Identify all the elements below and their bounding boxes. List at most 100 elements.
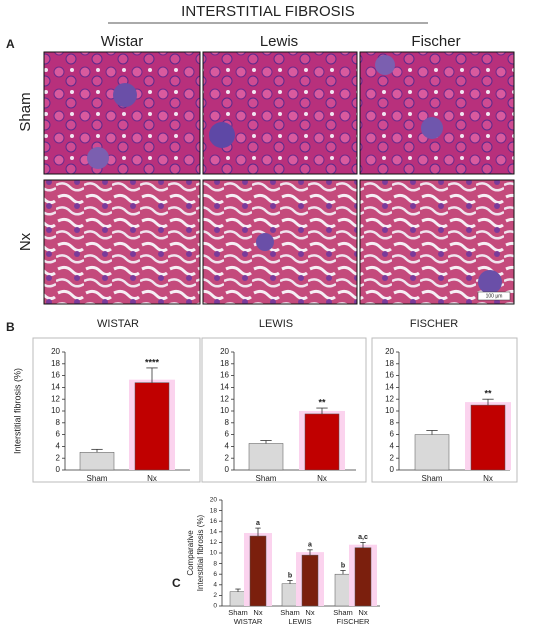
x-tick-label: Nx: [147, 474, 157, 483]
y-tick-label: 10: [220, 406, 229, 415]
glomerulus: [375, 55, 395, 75]
panel-label: A: [6, 37, 15, 51]
chart-title: WISTAR: [97, 318, 139, 330]
series-label: Sham: [280, 608, 300, 617]
x-tick-label: Sham: [256, 474, 277, 483]
chart-title: LEWIS: [259, 318, 293, 330]
micrographs: [43, 51, 515, 305]
bar: [281, 583, 299, 607]
y-tick-label: 16: [51, 371, 60, 380]
glomerulus: [209, 122, 235, 148]
y-tick-label: 8: [390, 418, 395, 427]
y-tick-label: 0: [56, 465, 61, 474]
y-tick-label: 4: [390, 442, 395, 451]
y-tick-label: 16: [210, 518, 218, 525]
glomerulus: [87, 147, 109, 169]
glomerulus: [421, 117, 443, 139]
y-tick-label: 6: [225, 430, 230, 439]
y-tick-label: 12: [220, 394, 229, 403]
x-tick-label: FISCHER: [337, 617, 371, 626]
glomerulus: [256, 233, 274, 251]
y-tick-label: 8: [225, 418, 230, 427]
y-tick-label: 20: [210, 497, 218, 504]
column-label: Lewis: [260, 33, 298, 50]
y-tick-label: 10: [385, 406, 394, 415]
y-tick-label: 10: [210, 550, 218, 557]
annotation: a: [256, 520, 260, 527]
y-tick-label: 8: [56, 418, 61, 427]
bar: [414, 434, 450, 471]
scale-bar-label: 100 µm: [486, 293, 503, 299]
series-label: Nx: [253, 608, 262, 617]
y-tick-label: 0: [213, 603, 217, 610]
annotation: a: [308, 542, 312, 549]
annotation: ****: [145, 357, 160, 367]
bar: [354, 547, 372, 607]
micrograph: [43, 51, 201, 175]
y-tick-label: 12: [210, 539, 218, 546]
glomerulus: [478, 270, 502, 294]
y-tick-label: 8: [213, 560, 217, 567]
y-tick-label: 4: [56, 442, 61, 451]
y-tick-label: 20: [220, 347, 229, 356]
y-tick-label: 10: [51, 406, 60, 415]
y-tick-label: 12: [51, 394, 60, 403]
row-label: Sham: [17, 92, 34, 131]
y-tick-label: 4: [213, 582, 217, 589]
x-tick-label: WISTAR: [234, 617, 263, 626]
chart-frame: [201, 337, 367, 483]
bar: [301, 554, 319, 607]
y-tick-label: 20: [385, 347, 394, 356]
annotation: b: [288, 572, 292, 579]
chart-title: FISCHER: [410, 318, 458, 330]
y-tick-label: 14: [210, 529, 218, 536]
y-tick-label: 6: [390, 430, 395, 439]
y-axis-label: Comparative: [186, 530, 195, 576]
micrograph: [43, 179, 201, 305]
panel-label: B: [6, 320, 15, 334]
x-tick-label: Sham: [87, 474, 108, 483]
y-tick-label: 18: [220, 359, 229, 368]
y-tick-label: 16: [385, 371, 394, 380]
panel-label: C: [172, 576, 181, 590]
annotation: b: [341, 562, 345, 569]
annotation: a,c: [358, 534, 368, 541]
y-tick-label: 2: [390, 453, 395, 462]
x-tick-label: Nx: [317, 474, 327, 483]
series-label: Nx: [358, 608, 367, 617]
y-axis-label: Interstitial fibrosis (%): [12, 368, 22, 454]
y-tick-label: 14: [385, 383, 394, 392]
bar: [470, 404, 506, 471]
series-label: Sham: [228, 608, 248, 617]
y-tick-label: 6: [56, 430, 61, 439]
y-tick-label: 18: [51, 359, 60, 368]
y-tick-label: 18: [385, 359, 394, 368]
bar: [248, 443, 284, 471]
chart-frames: [32, 337, 518, 483]
bar: [249, 535, 267, 607]
x-tick-label: Nx: [483, 474, 493, 483]
y-tick-label: 4: [225, 442, 230, 451]
column-label: Fischer: [411, 33, 460, 50]
y-tick-label: 12: [385, 394, 394, 403]
x-tick-label: LEWIS: [288, 617, 311, 626]
y-tick-label: 14: [51, 383, 60, 392]
series-label: Sham: [333, 608, 353, 617]
bar: [304, 413, 340, 471]
y-tick-label: 0: [225, 465, 230, 474]
y-tick-label: 2: [225, 453, 230, 462]
chart-frame: [371, 337, 518, 483]
figure-title: INTERSTITIAL FIBROSIS: [181, 3, 355, 20]
y-tick-label: 20: [51, 347, 60, 356]
y-axis-label: Interstitial fibrosis (%): [196, 514, 205, 591]
series-label: Nx: [305, 608, 314, 617]
column-label: Wistar: [101, 33, 144, 50]
bar: [334, 573, 352, 607]
micrograph: [202, 51, 358, 175]
y-tick-label: 6: [213, 571, 217, 578]
annotation: **: [484, 389, 492, 399]
y-tick-label: 2: [213, 592, 217, 599]
y-tick-label: 18: [210, 507, 218, 514]
glomerulus: [113, 83, 137, 107]
